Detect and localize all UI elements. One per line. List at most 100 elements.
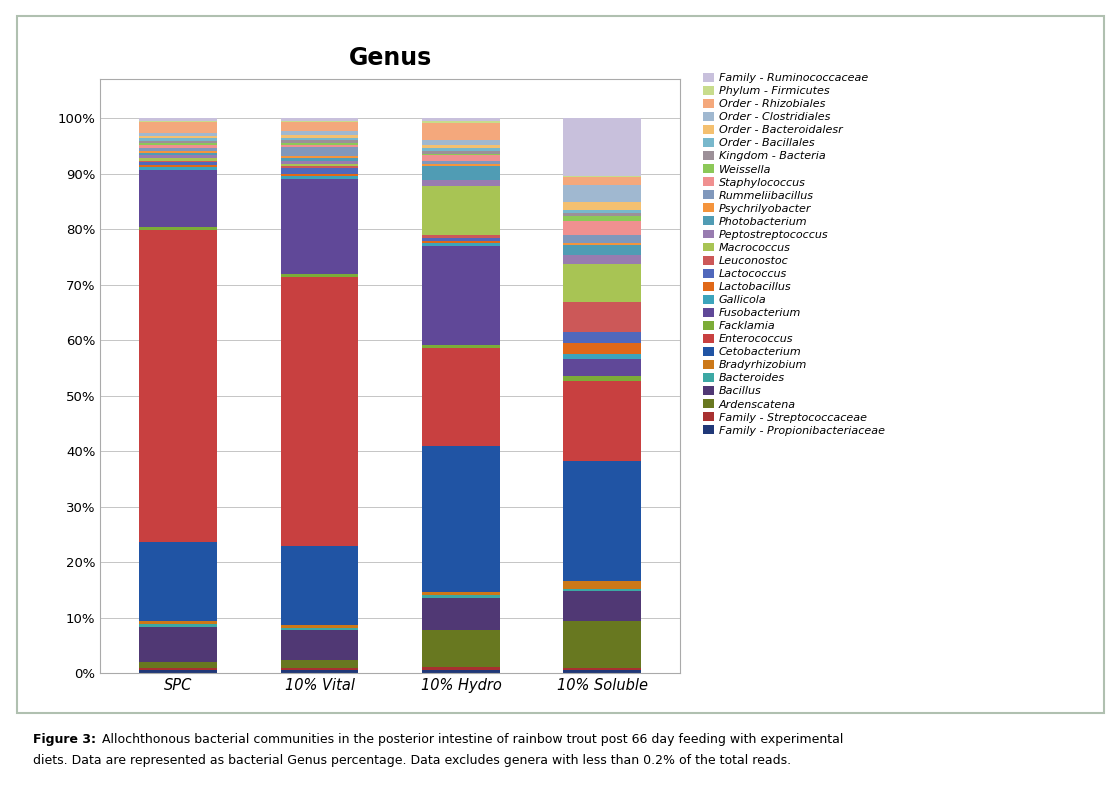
Bar bbox=[423, 243, 500, 246]
Bar bbox=[281, 138, 358, 140]
Title: Genus: Genus bbox=[349, 46, 432, 70]
Bar bbox=[423, 670, 500, 673]
Bar bbox=[423, 161, 500, 164]
Bar bbox=[281, 147, 358, 155]
Bar bbox=[563, 221, 641, 234]
Bar bbox=[139, 624, 217, 626]
Bar bbox=[281, 626, 358, 628]
Text: Allochthonous bacterial communities in the posterior intestine of rainbow trout : Allochthonous bacterial communities in t… bbox=[98, 733, 843, 745]
Bar bbox=[281, 168, 358, 173]
Bar bbox=[281, 166, 358, 168]
Bar bbox=[139, 136, 217, 138]
Bar bbox=[281, 628, 358, 630]
Bar bbox=[423, 447, 500, 592]
Bar bbox=[563, 264, 641, 302]
Bar bbox=[563, 382, 641, 461]
Bar bbox=[281, 145, 358, 147]
Bar bbox=[281, 671, 358, 673]
Bar bbox=[423, 238, 500, 242]
Bar bbox=[563, 581, 641, 589]
Bar bbox=[281, 121, 358, 123]
Bar bbox=[563, 343, 641, 354]
Bar bbox=[139, 671, 217, 673]
Bar bbox=[563, 589, 641, 591]
Bar bbox=[563, 354, 641, 360]
Bar bbox=[563, 245, 641, 256]
Bar bbox=[423, 164, 500, 166]
Bar bbox=[281, 177, 358, 179]
Bar bbox=[139, 230, 217, 542]
Bar bbox=[281, 630, 358, 660]
Bar bbox=[423, 348, 500, 447]
Bar bbox=[423, 668, 500, 670]
Bar bbox=[563, 118, 641, 176]
Bar bbox=[281, 135, 358, 138]
Bar bbox=[281, 173, 358, 177]
Bar bbox=[423, 145, 500, 147]
Bar bbox=[423, 140, 500, 145]
Bar bbox=[139, 133, 217, 136]
Bar bbox=[423, 592, 500, 595]
Bar bbox=[423, 150, 500, 154]
Bar bbox=[139, 162, 217, 166]
Bar bbox=[139, 227, 217, 230]
Bar bbox=[281, 143, 358, 145]
Bar bbox=[139, 542, 217, 621]
Bar bbox=[423, 242, 500, 243]
Bar bbox=[423, 235, 500, 238]
Bar bbox=[139, 151, 217, 153]
Bar bbox=[139, 662, 217, 668]
Bar bbox=[139, 118, 217, 121]
Bar bbox=[423, 630, 500, 668]
Bar bbox=[423, 155, 500, 161]
Bar bbox=[281, 155, 358, 158]
Bar bbox=[139, 143, 217, 146]
Bar bbox=[563, 243, 641, 245]
Bar bbox=[139, 169, 217, 227]
Bar bbox=[139, 140, 217, 143]
Bar bbox=[281, 158, 358, 161]
Bar bbox=[423, 595, 500, 598]
Bar bbox=[563, 591, 641, 621]
Bar bbox=[423, 246, 500, 345]
Bar bbox=[563, 213, 641, 215]
Bar bbox=[139, 148, 217, 151]
Bar bbox=[139, 153, 217, 155]
Bar bbox=[563, 177, 641, 185]
Bar bbox=[563, 671, 641, 673]
Bar bbox=[281, 123, 358, 131]
Bar bbox=[563, 621, 641, 668]
Bar bbox=[281, 164, 358, 166]
Bar bbox=[563, 332, 641, 343]
Bar bbox=[139, 161, 217, 162]
Bar bbox=[563, 668, 641, 671]
Bar bbox=[563, 461, 641, 581]
Bar bbox=[423, 598, 500, 630]
Bar bbox=[563, 302, 641, 332]
Bar bbox=[281, 140, 358, 143]
Bar bbox=[281, 161, 358, 164]
Bar bbox=[281, 118, 358, 121]
Bar bbox=[563, 176, 641, 177]
Bar bbox=[563, 360, 641, 376]
Bar bbox=[563, 234, 641, 243]
Bar bbox=[563, 185, 641, 202]
Bar bbox=[281, 274, 358, 277]
Bar bbox=[281, 179, 358, 274]
Bar bbox=[281, 546, 358, 626]
Text: diets. Data are represented as bacterial Genus percentage. Data excludes genera : diets. Data are represented as bacterial… bbox=[33, 754, 792, 767]
Bar bbox=[139, 146, 217, 148]
Bar bbox=[139, 155, 217, 158]
Bar bbox=[139, 158, 217, 161]
Bar bbox=[281, 277, 358, 546]
Bar bbox=[423, 154, 500, 155]
Bar bbox=[281, 668, 358, 671]
Bar bbox=[281, 660, 358, 668]
Bar bbox=[423, 118, 500, 121]
Bar bbox=[281, 131, 358, 135]
Bar bbox=[563, 202, 641, 210]
Bar bbox=[563, 215, 641, 221]
Bar bbox=[423, 121, 500, 123]
Bar bbox=[423, 345, 500, 348]
Legend: Family - Ruminococcaceae, Phylum - Firmicutes, Order - Rhizobiales, Order - Clos: Family - Ruminococcaceae, Phylum - Firmi… bbox=[704, 73, 884, 436]
